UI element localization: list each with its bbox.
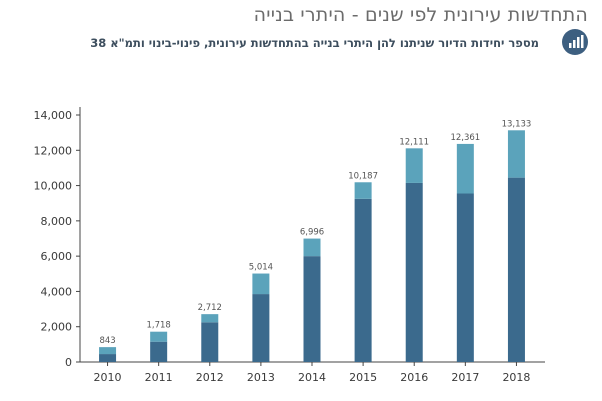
bar-total-label: 2,712	[198, 303, 222, 313]
bar-total-label: 12,111	[399, 137, 429, 147]
bar-segment-lower	[354, 198, 372, 362]
bar-chart-icon	[562, 29, 588, 55]
y-tick-label: 2,000	[41, 321, 73, 334]
x-tick-label: 2014	[298, 371, 326, 384]
y-tick-label: 8,000	[41, 215, 73, 228]
x-tick-label: 2015	[349, 371, 377, 384]
x-tick-label: 2016	[400, 371, 428, 384]
bar-total-label: 1,718	[146, 321, 170, 331]
x-tick-label: 2017	[451, 371, 479, 384]
bar-segment-upper	[456, 143, 474, 194]
bar-segment-lower	[405, 182, 423, 362]
y-tick-label: 10,000	[34, 180, 73, 193]
y-tick-label: 6,000	[41, 250, 73, 263]
x-tick-label: 2018	[502, 371, 530, 384]
x-tick-label: 2013	[247, 371, 275, 384]
y-tick-label: 12,000	[34, 144, 73, 157]
bar-total-label: 6,996	[300, 228, 324, 238]
y-tick-label: 14,000	[34, 109, 73, 122]
x-tick-label: 2012	[196, 371, 224, 384]
bar-total-label: 13,133	[502, 119, 532, 129]
bar-total-label: 10,187	[348, 171, 378, 181]
y-tick-label: 0	[65, 356, 72, 369]
bar-segment-upper	[507, 130, 525, 178]
y-tick-label: 4,000	[41, 285, 73, 298]
bar-segment-lower	[252, 294, 270, 362]
x-tick-label: 2011	[145, 371, 173, 384]
bar-segment-lower	[456, 193, 474, 362]
bar-segment-lower	[99, 354, 117, 362]
bar-segment-lower	[507, 177, 525, 362]
bar-segment-lower	[201, 322, 219, 362]
bar-segment-upper	[99, 347, 117, 355]
bar-total-label: 12,361	[450, 133, 480, 143]
chart-subtitle: מספר יחידות הדיור שניתנו להן היתרי בנייה…	[90, 36, 539, 50]
bar-segment-upper	[405, 148, 423, 183]
bar-segment-lower	[303, 256, 321, 362]
bar-segment-lower	[150, 341, 168, 362]
bar-segment-upper	[252, 273, 270, 295]
bar-segment-upper	[150, 331, 168, 342]
x-tick-label: 2010	[94, 371, 122, 384]
bar-segment-upper	[303, 238, 321, 257]
bar-segment-upper	[201, 314, 219, 323]
chart-title: התחדשות עירונית לפי שנים - היתרי בנייה	[253, 4, 588, 26]
bar-total-label: 5,014	[249, 263, 273, 273]
bar-total-label: 843	[99, 336, 115, 346]
bar-segment-upper	[354, 182, 372, 199]
